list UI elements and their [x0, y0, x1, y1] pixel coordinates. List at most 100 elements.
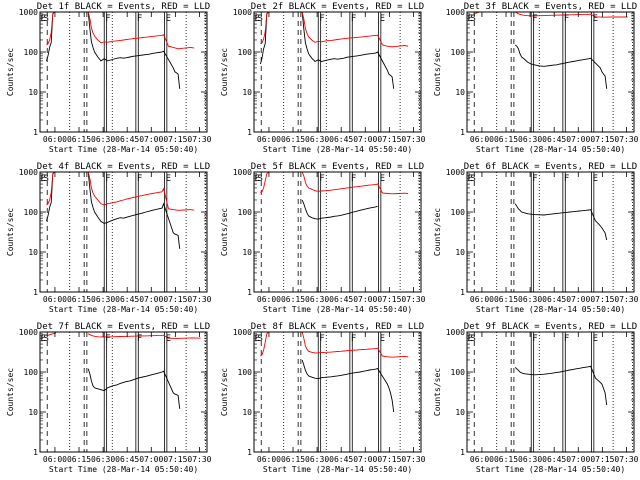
x-tick-label: 06:00 — [257, 455, 281, 464]
y-tick-label: 100 — [451, 48, 466, 57]
x-tick-label: 06:00 — [470, 135, 494, 144]
y-tick-label: 100 — [451, 208, 466, 217]
y-tick-label: 100 — [24, 368, 39, 377]
x-tick-label: 06:45 — [329, 455, 353, 464]
x-tick-label: 07:15 — [163, 295, 187, 304]
x-tick-label: 06:15 — [494, 295, 518, 304]
region-label: S — [44, 14, 49, 24]
x-axis-label: Start Time (28-Mar-14 05:50:40) — [476, 465, 625, 474]
panel-det-2f: Det 2f BLACK = Events, RED = LLD Counts/s… — [220, 2, 426, 154]
x-tick-label: 06:15 — [494, 135, 518, 144]
x-axis-label: Start Time (28-Mar-14 05:50:40) — [263, 145, 412, 154]
region-label: F — [319, 174, 324, 184]
panel-title: Det 9f BLACK = Events, RED = LLD — [464, 322, 637, 332]
x-tick-label: 06:45 — [542, 295, 566, 304]
y-tick-label: 100 — [451, 368, 466, 377]
region-label: F — [137, 14, 142, 24]
y-tick-label: 1 — [460, 288, 465, 297]
y-tick-label: 10 — [242, 88, 252, 97]
y-tick-label: 10 — [28, 88, 38, 97]
x-tick-label: 06:15 — [494, 455, 518, 464]
y-tick-label: 1000 — [19, 168, 38, 177]
x-tick-label: 07:30 — [401, 295, 425, 304]
x-tick-label: 07:00 — [566, 135, 590, 144]
y-tick-label: 1 — [247, 288, 252, 297]
y-tick-label: 1000 — [233, 8, 252, 17]
panel-title: Det 1f BLACK = Events, RED = LLD — [37, 2, 210, 12]
panel-title: Det 3f BLACK = Events, RED = LLD — [464, 2, 637, 12]
x-tick-label: 07:00 — [139, 135, 163, 144]
region-label: E — [467, 334, 472, 344]
plot-frame — [466, 331, 635, 453]
x-tick-label: 06:45 — [115, 455, 139, 464]
panel-title: Det 6f BLACK = Events, RED = LLD — [464, 162, 637, 172]
y-tick-label: 10 — [28, 408, 38, 417]
x-tick-label: 06:00 — [470, 455, 494, 464]
x-tick-label: 07:15 — [377, 295, 401, 304]
series-line-lld — [260, 11, 409, 48]
region-label: F — [564, 14, 569, 24]
x-tick-label: 06:00 — [257, 295, 281, 304]
x-tick-label: 07:30 — [187, 455, 211, 464]
region-label: S — [44, 334, 49, 344]
region-label: E — [254, 174, 259, 184]
panel-title: Det 8f BLACK = Events, RED = LLD — [251, 322, 424, 332]
region-label: F — [564, 174, 569, 184]
x-tick-label: 07:30 — [614, 455, 638, 464]
region-label: E — [593, 174, 598, 184]
x-tick-label: 07:15 — [163, 455, 187, 464]
region-label: E — [166, 174, 171, 184]
plot-frame — [253, 11, 422, 133]
series-line-events — [301, 359, 395, 413]
y-axis-label: Counts/sec — [433, 48, 442, 96]
plot-frame — [466, 171, 635, 293]
x-axis-label: Start Time (28-Mar-14 05:50:40) — [49, 305, 198, 314]
region-label: E — [40, 334, 45, 344]
region-label: F — [319, 14, 324, 24]
x-tick-label: 07:30 — [614, 295, 638, 304]
y-tick-label: 1 — [460, 128, 465, 137]
x-tick-label: 07:00 — [139, 455, 163, 464]
region-label: S — [44, 174, 49, 184]
panel-title: Det 4f BLACK = Events, RED = LLD — [37, 162, 210, 172]
panel-det-6f: Det 6f BLACK = Events, RED = LLD Counts/s… — [433, 162, 639, 314]
region-label: F — [351, 14, 356, 24]
x-tick-label: 06:00 — [470, 295, 494, 304]
y-axis-label: Counts/sec — [6, 208, 15, 256]
x-tick-label: 06:15 — [281, 295, 305, 304]
x-tick-label: 07:30 — [401, 455, 425, 464]
x-axis-label: Start Time (28-Mar-14 05:50:40) — [263, 305, 412, 314]
x-tick-label: 07:00 — [566, 295, 590, 304]
y-tick-label: 1 — [33, 448, 38, 457]
x-tick-label: 07:00 — [353, 455, 377, 464]
panel-det-5f: Det 5f BLACK = Events, RED = LLD Counts/s… — [220, 162, 426, 314]
panel-det-4f: Det 4f BLACK = Events, RED = LLD Counts/s… — [6, 162, 212, 314]
x-tick-label: 06:15 — [67, 135, 91, 144]
series-line-events — [301, 199, 378, 220]
region-label: E — [166, 14, 171, 24]
x-tick-label: 06:15 — [281, 135, 305, 144]
y-tick-label: 1 — [247, 448, 252, 457]
x-tick-label: 06:30 — [91, 455, 115, 464]
y-axis-label: Counts/sec — [433, 208, 442, 256]
x-tick-label: 07:15 — [590, 455, 614, 464]
x-tick-label: 06:45 — [542, 135, 566, 144]
series-line-events — [514, 365, 608, 406]
region-label: S — [258, 14, 263, 24]
series-line-lld — [46, 171, 195, 211]
panel-det-8f: Det 8f BLACK = Events, RED = LLD Counts/s… — [220, 322, 426, 474]
y-axis-label: Counts/sec — [220, 208, 229, 256]
region-label: S — [471, 14, 476, 24]
region-label: E — [380, 174, 385, 184]
y-tick-label: 1 — [33, 128, 38, 137]
y-axis-label: Counts/sec — [6, 48, 15, 96]
region-label: F — [564, 334, 569, 344]
x-tick-label: 06:45 — [115, 295, 139, 304]
x-tick-label: 06:30 — [305, 455, 329, 464]
y-tick-label: 100 — [24, 208, 39, 217]
region-label: S — [258, 174, 263, 184]
x-tick-label: 06:30 — [518, 135, 542, 144]
x-tick-label: 06:45 — [542, 455, 566, 464]
y-axis-label: Counts/sec — [433, 368, 442, 416]
x-tick-label: 06:00 — [43, 295, 67, 304]
